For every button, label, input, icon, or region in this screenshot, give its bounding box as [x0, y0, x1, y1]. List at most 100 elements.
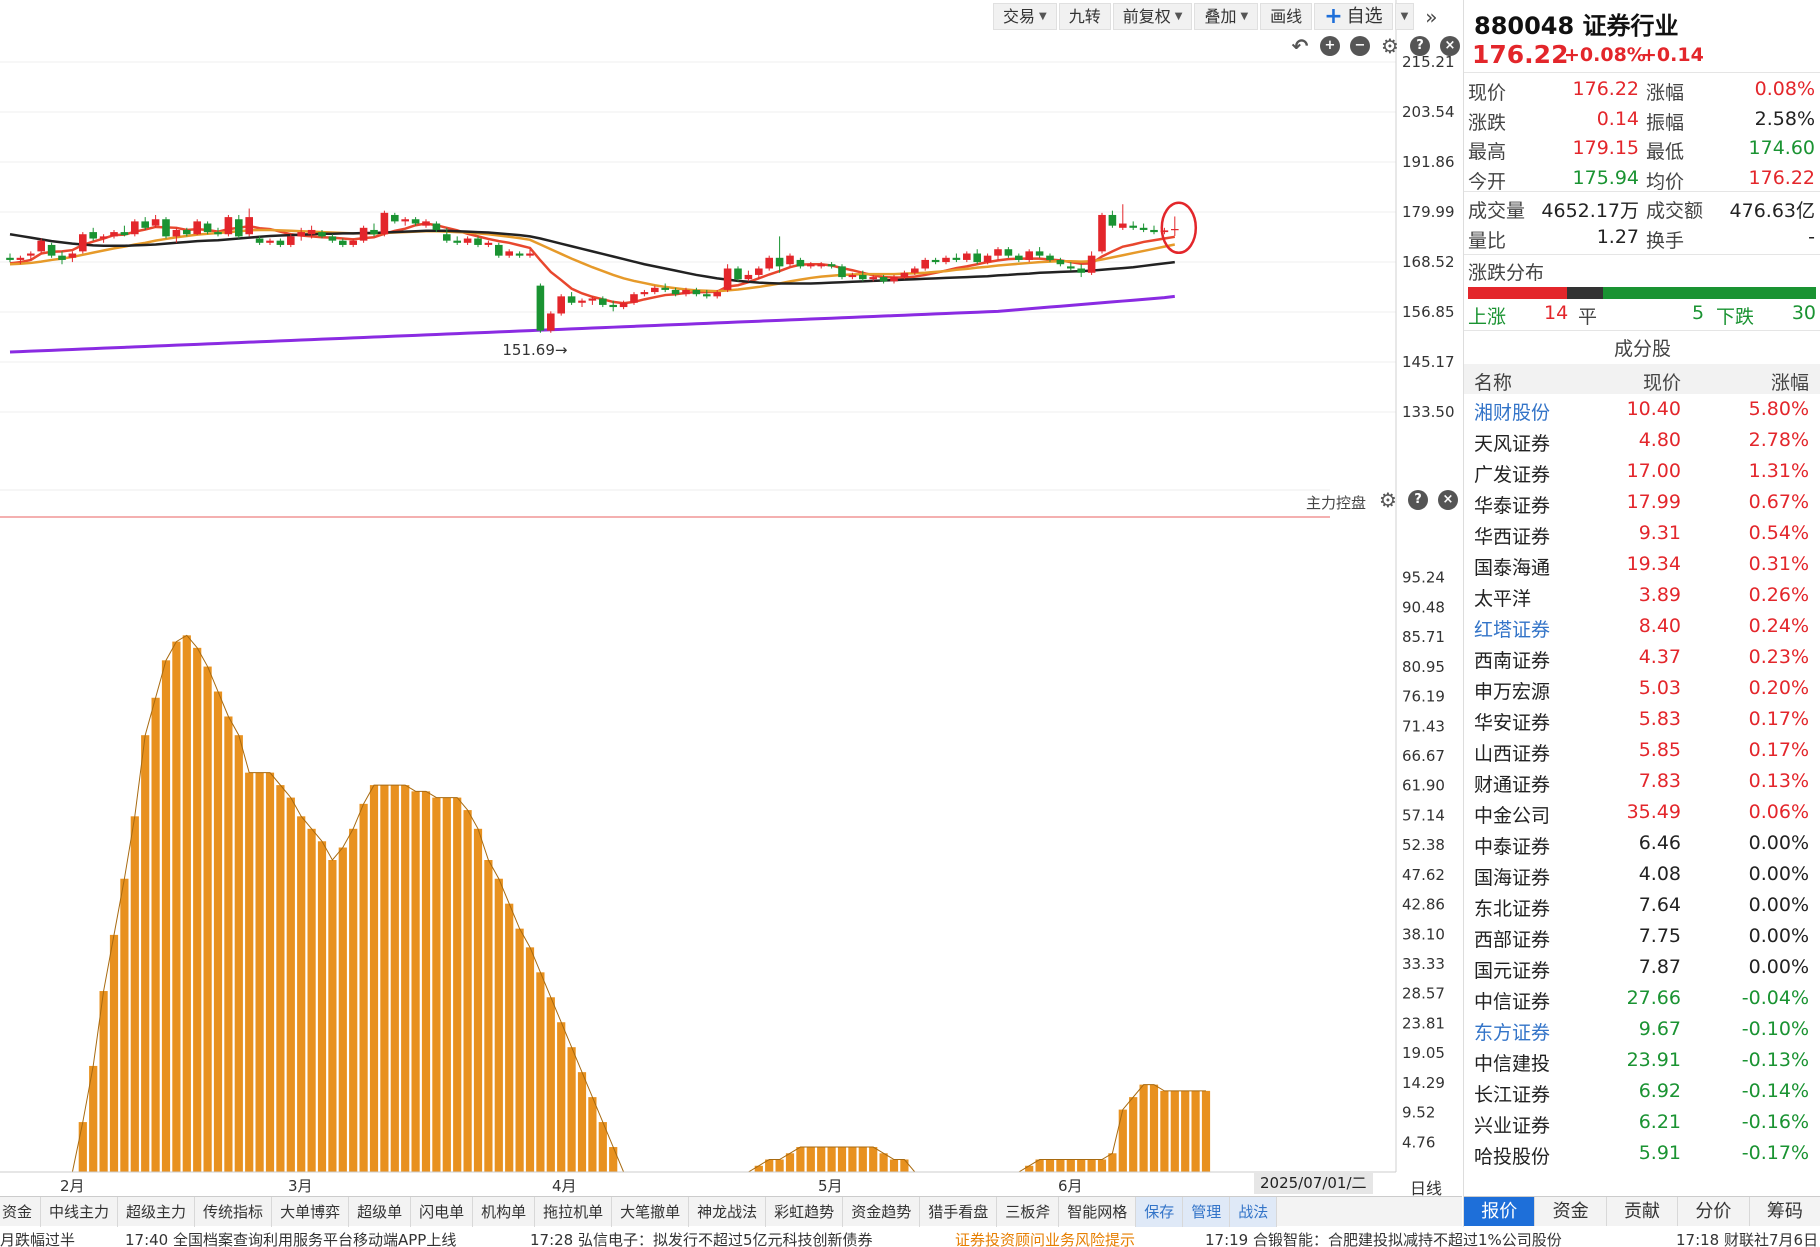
constituent-row[interactable]: 西南证券 4.37 0.23% — [1464, 643, 1820, 674]
constituent-name[interactable]: 中泰证券 — [1474, 836, 1551, 858]
close-icon[interactable]: × — [1440, 36, 1460, 56]
constituent-name[interactable]: 中信建投 — [1474, 1053, 1551, 1075]
constituent-row[interactable]: 长江证券 6.92 -0.14% — [1464, 1077, 1820, 1108]
constituent-row[interactable]: 太平洋 3.89 0.26% — [1464, 581, 1820, 612]
news-item[interactable]: 17:40 全国档案查询利用服务平台移动端APP上线 — [125, 1231, 457, 1247]
constituent-name[interactable]: 东方证券 — [1474, 1022, 1551, 1044]
panel-tab[interactable]: 资金 — [1535, 1197, 1607, 1226]
period-label[interactable]: 日线 — [1410, 1179, 1443, 1198]
settings-gear-icon[interactable]: ⚙ — [1381, 34, 1399, 58]
col-pct[interactable]: 涨幅 — [1770, 372, 1809, 394]
indicator-tab[interactable]: 智能网格 — [1059, 1197, 1137, 1227]
constituent-row[interactable]: 华西证券 9.31 0.54% — [1464, 519, 1820, 550]
nine-turn-button[interactable]: 九转 — [1058, 3, 1111, 30]
constituent-row[interactable]: 兴业证券 6.21 -0.16% — [1464, 1108, 1820, 1139]
constituent-name[interactable]: 华西证券 — [1474, 526, 1551, 548]
constituent-name[interactable]: 中信证券 — [1474, 991, 1551, 1013]
constituent-name[interactable]: 兴业证券 — [1474, 1115, 1551, 1137]
constituent-name[interactable]: 财通证券 — [1474, 774, 1551, 796]
constituent-name[interactable]: 长江证券 — [1474, 1084, 1551, 1106]
undo-icon[interactable]: ↶ — [1291, 34, 1309, 58]
constituent-row[interactable]: 中泰证券 6.46 0.00% — [1464, 829, 1820, 860]
expand-right-icon[interactable]: » — [1425, 4, 1438, 29]
constituent-row[interactable]: 中信证券 27.66 -0.04% — [1464, 984, 1820, 1015]
adjust-dropdown[interactable]: 前复权 ▼ — [1112, 3, 1193, 30]
indicator-tab[interactable]: 保存 — [1136, 1197, 1184, 1227]
close-icon[interactable]: × — [1438, 490, 1458, 510]
news-item[interactable]: 证券投资顾问业务风险提示 — [955, 1231, 1136, 1247]
indicator-tab[interactable]: 中线主力 — [41, 1197, 119, 1227]
constituent-row[interactable]: 哈投股份 5.91 -0.17% — [1464, 1139, 1820, 1170]
panel-tab[interactable]: 分价 — [1678, 1197, 1750, 1226]
trade-dropdown[interactable]: 交易 ▼ — [993, 3, 1057, 30]
constituent-row[interactable]: 西部证券 7.75 0.00% — [1464, 922, 1820, 953]
watchlist-dropdown[interactable]: ▼ — [1394, 3, 1415, 30]
panel-tab[interactable]: 筹码 — [1750, 1197, 1820, 1226]
constituent-row[interactable]: 湘财股份 10.40 5.80% — [1464, 395, 1820, 426]
kline-chart[interactable]: 215.21 203.54 191.86 179.99 168.52 156.85 145.… — [0, 0, 1462, 1194]
indicator-tab[interactable]: 机构单 — [473, 1197, 536, 1227]
constituent-name[interactable]: 湘财股份 — [1474, 402, 1551, 424]
constituent-name[interactable]: 华泰证券 — [1474, 495, 1551, 517]
news-item[interactable]: 17:19 合锻智能：合肥建投拟减持不超过1%公司股份 — [1205, 1231, 1562, 1247]
constituent-row[interactable]: 华泰证券 17.99 0.67% — [1464, 488, 1820, 519]
indicator-tab[interactable]: 拖拉机单 — [535, 1197, 613, 1227]
news-item[interactable]: 月跌幅过半 — [0, 1231, 76, 1247]
indicator-tab[interactable]: 战法 — [1230, 1197, 1278, 1227]
indicator-tab[interactable]: 三板斧 — [997, 1197, 1060, 1227]
constituent-name[interactable]: 山西证券 — [1474, 743, 1551, 765]
help-icon[interactable]: ? — [1410, 36, 1430, 56]
indicator-tab[interactable]: 超级单 — [349, 1197, 412, 1227]
zoom-out-icon[interactable]: − — [1350, 36, 1370, 56]
col-price[interactable]: 现价 — [1642, 372, 1681, 394]
constituent-row[interactable]: 申万宏源 5.03 0.20% — [1464, 674, 1820, 705]
indicator-tab[interactable]: 彩虹趋势 — [766, 1197, 844, 1227]
indicator-tab[interactable]: 超级主力 — [118, 1197, 196, 1227]
constituent-name[interactable]: 西部证券 — [1474, 929, 1551, 951]
constituent-name[interactable]: 广发证券 — [1474, 464, 1551, 486]
indicator-tab[interactable]: 传统指标 — [195, 1197, 273, 1227]
indicator-tab[interactable]: 神龙战法 — [689, 1197, 767, 1227]
add-watchlist-button[interactable]: + 自选 — [1314, 3, 1393, 30]
constituent-name[interactable]: 红塔证券 — [1474, 619, 1551, 641]
settings-gear-icon[interactable]: ⚙ — [1379, 488, 1397, 512]
constituent-row[interactable]: 华安证券 5.83 0.17% — [1464, 705, 1820, 736]
constituent-name[interactable]: 天风证券 — [1474, 433, 1551, 455]
constituent-row[interactable]: 国泰海通 19.34 0.31% — [1464, 550, 1820, 581]
indicator-title[interactable]: 主力控盘 — [1306, 494, 1367, 512]
indicator-tab[interactable]: 资金趋势 — [843, 1197, 921, 1227]
constituent-name[interactable]: 国海证券 — [1474, 867, 1551, 889]
constituent-name[interactable]: 西南证券 — [1474, 650, 1551, 672]
news-item[interactable]: 17:28 弘信电子：拟发行不超过5亿元科技创新债券 — [530, 1231, 873, 1247]
chart-area[interactable]: 215.21 203.54 191.86 179.99 168.52 156.85 145.… — [0, 0, 1462, 1198]
constituent-name[interactable]: 哈投股份 — [1474, 1146, 1551, 1168]
indicator-tab[interactable]: 管理 — [1183, 1197, 1231, 1227]
constituent-name[interactable]: 中金公司 — [1474, 805, 1551, 827]
indicator-tab[interactable]: 大笔撤单 — [612, 1197, 690, 1227]
col-name[interactable]: 名称 — [1474, 372, 1513, 394]
constituent-name[interactable]: 国泰海通 — [1474, 557, 1551, 579]
constituent-row[interactable]: 东方证券 9.67 -0.10% — [1464, 1015, 1820, 1046]
indicator-tab[interactable]: 猎手看盘 — [920, 1197, 998, 1227]
constituent-row[interactable]: 国元证券 7.87 0.00% — [1464, 953, 1820, 984]
constituent-row[interactable]: 中金公司 35.49 0.06% — [1464, 798, 1820, 829]
constituent-row[interactable]: 广发证券 17.00 1.31% — [1464, 457, 1820, 488]
constituent-name[interactable]: 华安证券 — [1474, 712, 1551, 734]
help-icon[interactable]: ? — [1408, 490, 1428, 510]
constituent-name[interactable]: 太平洋 — [1474, 588, 1532, 610]
panel-tab[interactable]: 报价 — [1464, 1197, 1536, 1226]
panel-tab[interactable]: 贡献 — [1607, 1197, 1679, 1226]
constituent-row[interactable]: 中信建投 23.91 -0.13% — [1464, 1046, 1820, 1077]
indicator-tab[interactable]: 大单博弈 — [272, 1197, 350, 1227]
constituent-row[interactable]: 财通证券 7.83 0.13% — [1464, 767, 1820, 798]
zoom-in-icon[interactable]: + — [1320, 36, 1340, 56]
overlay-dropdown[interactable]: 叠加 ▼ — [1194, 3, 1259, 30]
news-ticker[interactable]: 月跌幅过半 17:40 全国档案查询利用服务平台移动端APP上线 17:28 弘信电… — [0, 1228, 1820, 1247]
indicator-tab[interactable]: 资金 — [0, 1197, 42, 1227]
constituent-row[interactable]: 国海证券 4.08 0.00% — [1464, 860, 1820, 891]
draw-line-button[interactable]: 画线 — [1260, 3, 1313, 30]
news-item[interactable]: 17:18 财联社7月6日电 — [1676, 1231, 1820, 1247]
constituent-name[interactable]: 东北证券 — [1474, 898, 1551, 920]
constituent-row[interactable]: 红塔证券 8.40 0.24% — [1464, 612, 1820, 643]
constituent-row[interactable]: 东北证券 7.64 0.00% — [1464, 891, 1820, 922]
